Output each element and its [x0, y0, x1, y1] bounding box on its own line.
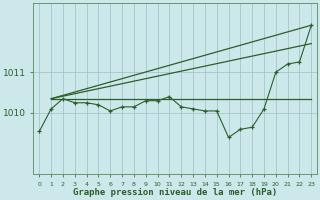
X-axis label: Graphe pression niveau de la mer (hPa): Graphe pression niveau de la mer (hPa)	[73, 188, 277, 197]
